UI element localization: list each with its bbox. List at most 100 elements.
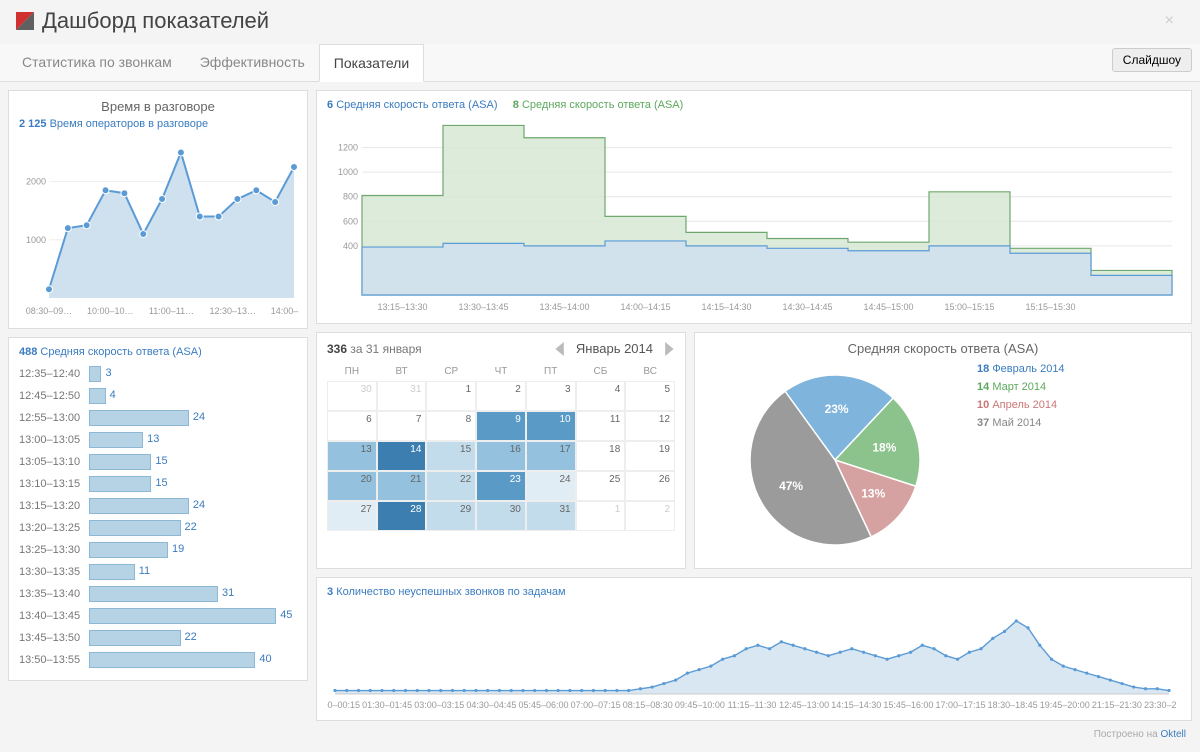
calendar-cell[interactable]: 19 — [625, 441, 675, 471]
panel-asa-step: 6 Средняя скорость ответа (ASA) 8 Средня… — [316, 90, 1192, 324]
svg-text:04:30–04:45: 04:30–04:45 — [466, 700, 516, 710]
hbar-row: 13:05–13:1015 — [19, 452, 297, 472]
pie-chart: 23%18%13%47% — [705, 360, 965, 560]
hbar-row: 12:45–12:504 — [19, 386, 297, 406]
slideshow-button[interactable]: Слайдшоу — [1112, 48, 1192, 72]
calendar-cell[interactable]: 24 — [526, 471, 576, 501]
close-icon[interactable]: × — [1155, 8, 1184, 34]
svg-text:13%: 13% — [861, 487, 885, 501]
calendar-cell[interactable]: 25 — [576, 471, 626, 501]
svg-text:14:45–15:00: 14:45–15:00 — [863, 302, 913, 312]
calendar-cell[interactable]: 15 — [426, 441, 476, 471]
hbar-row: 12:35–12:403 — [19, 364, 297, 384]
svg-text:13:45–14:00: 13:45–14:00 — [539, 302, 589, 312]
calendar-cell[interactable]: 30 — [476, 501, 526, 531]
calendar-cell[interactable]: 12 — [625, 411, 675, 441]
hbar-row: 13:45–13:5022 — [19, 628, 297, 648]
svg-text:1000: 1000 — [26, 235, 46, 245]
svg-text:15:00–15:15: 15:00–15:15 — [944, 302, 994, 312]
page-title: Дашборд показателей — [42, 8, 269, 34]
svg-text:1000: 1000 — [338, 167, 358, 177]
svg-text:2000: 2000 — [26, 177, 46, 187]
svg-text:14:15–14:30: 14:15–14:30 — [701, 302, 751, 312]
panel-asa-hbar: 488 Средняя скорость ответа (ASA) 12:35–… — [8, 337, 308, 681]
calendar-cell[interactable]: 3 — [526, 381, 576, 411]
tab-2[interactable]: Показатели — [319, 44, 424, 82]
svg-text:18:30–18:45: 18:30–18:45 — [988, 700, 1038, 710]
hbar-row: 13:20–13:2522 — [19, 518, 297, 538]
calendar-cell[interactable]: 21 — [377, 471, 427, 501]
hbar-row: 13:50–13:5540 — [19, 650, 297, 670]
svg-text:08:30–09…: 08:30–09… — [26, 306, 73, 316]
svg-text:23:30–23:45: 23:30–23:45 — [1144, 700, 1177, 710]
calendar-cell[interactable]: 31 — [526, 501, 576, 531]
calendar-cell[interactable]: 31 — [377, 381, 427, 411]
hbar-row: 13:25–13:3019 — [19, 540, 297, 560]
tab-0[interactable]: Статистика по звонкам — [8, 44, 186, 81]
calendar-cell[interactable]: 27 — [327, 501, 377, 531]
calendar-cell[interactable]: 7 — [377, 411, 427, 441]
calendar-cell[interactable]: 2 — [625, 501, 675, 531]
calendar-cell[interactable]: 16 — [476, 441, 526, 471]
tab-1[interactable]: Эффективность — [186, 44, 319, 81]
svg-text:01:30–01:45: 01:30–01:45 — [362, 700, 412, 710]
svg-text:00:00–00:15: 00:00–00:15 — [327, 700, 360, 710]
svg-text:19:45–20:00: 19:45–20:00 — [1040, 700, 1090, 710]
calendar-cell[interactable]: 20 — [327, 471, 377, 501]
calendar-cell[interactable]: 18 — [576, 441, 626, 471]
svg-text:12:45–13:00: 12:45–13:00 — [779, 700, 829, 710]
svg-text:11:00–11…: 11:00–11… — [149, 306, 194, 316]
footer-link[interactable]: Oktell — [1160, 729, 1186, 740]
calendar-cell[interactable]: 13 — [327, 441, 377, 471]
panel-talk-time: Время в разговоре 2 125 Время операторов… — [8, 90, 308, 329]
pie-legend: 18 Февраль 201414 Март 201410 Апрель 201… — [977, 360, 1065, 560]
calendar-cell[interactable]: 10 — [526, 411, 576, 441]
svg-text:21:15–21:30: 21:15–21:30 — [1092, 700, 1142, 710]
calendar-cell[interactable]: 29 — [426, 501, 476, 531]
svg-text:09:45–10:00: 09:45–10:00 — [675, 700, 725, 710]
calendar-cell[interactable]: 23 — [476, 471, 526, 501]
calendar-cell[interactable]: 1 — [426, 381, 476, 411]
svg-text:47%: 47% — [779, 479, 803, 493]
svg-text:11:15–11:30: 11:15–11:30 — [728, 700, 777, 710]
hbar-row: 13:10–13:1515 — [19, 474, 297, 494]
svg-text:07:00–07:15: 07:00–07:15 — [571, 700, 621, 710]
calendar-cell[interactable]: 14 — [377, 441, 427, 471]
svg-text:14:30–14:45: 14:30–14:45 — [782, 302, 832, 312]
hbar-row: 12:55–13:0024 — [19, 408, 297, 428]
calendar-cell[interactable]: 17 — [526, 441, 576, 471]
asa-hbar-list: 12:35–12:40312:45–12:50412:55–13:002413:… — [19, 364, 297, 670]
talk-time-chart: 1000200008:30–09…10:00–10…11:00–11…12:30… — [19, 130, 299, 320]
calendar-prev-icon[interactable] — [554, 342, 568, 356]
hbar-row: 13:35–13:4031 — [19, 584, 297, 604]
calendar-cell[interactable]: 22 — [426, 471, 476, 501]
svg-text:17:00–17:15: 17:00–17:15 — [935, 700, 985, 710]
calendar-cell[interactable]: 9 — [476, 411, 526, 441]
calendar-cell[interactable]: 4 — [576, 381, 626, 411]
svg-text:08:15–08:30: 08:15–08:30 — [623, 700, 673, 710]
svg-text:800: 800 — [343, 192, 358, 202]
svg-text:15:45–16:00: 15:45–16:00 — [883, 700, 933, 710]
calendar-cell[interactable]: 1 — [576, 501, 626, 531]
hbar-row: 13:00–13:0513 — [19, 430, 297, 450]
calendar-cell[interactable]: 5 — [625, 381, 675, 411]
svg-text:14:00–14:15: 14:00–14:15 — [620, 302, 670, 312]
calendar-cell[interactable]: 2 — [476, 381, 526, 411]
svg-text:400: 400 — [343, 241, 358, 251]
panel-unsuccessful: 3 Количество неуспешных звонков по задач… — [316, 577, 1192, 721]
calendar-cell[interactable]: 6 — [327, 411, 377, 441]
calendar-cell[interactable]: 30 — [327, 381, 377, 411]
svg-text:14:00–14…: 14:00–14… — [271, 306, 299, 316]
app-logo-icon — [16, 12, 34, 30]
hbar-row: 13:30–13:3511 — [19, 562, 297, 582]
calendar-cell[interactable]: 28 — [377, 501, 427, 531]
svg-text:15:15–15:30: 15:15–15:30 — [1025, 302, 1075, 312]
calendar-next-icon[interactable] — [661, 342, 675, 356]
svg-text:05:45–06:00: 05:45–06:00 — [518, 700, 568, 710]
svg-text:12:30–13…: 12:30–13… — [209, 306, 256, 316]
hbar-row: 13:15–13:2024 — [19, 496, 297, 516]
svg-text:1200: 1200 — [338, 143, 358, 153]
calendar-cell[interactable]: 26 — [625, 471, 675, 501]
calendar-cell[interactable]: 8 — [426, 411, 476, 441]
calendar-cell[interactable]: 11 — [576, 411, 626, 441]
